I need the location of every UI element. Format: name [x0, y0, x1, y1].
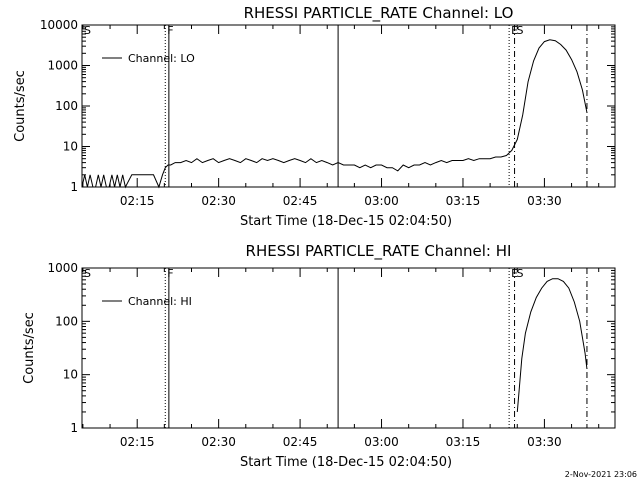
x-tick-label: 03:00 — [364, 194, 399, 208]
chart-panel-hi — [81, 267, 616, 429]
x-tick-label: 03:30 — [527, 435, 562, 449]
x-tick-label: 03:15 — [446, 435, 481, 449]
y-axis-label: Counts/sec — [22, 312, 37, 384]
y-tick-label: 10000 — [40, 18, 78, 32]
x-tick-label: 02:45 — [283, 435, 318, 449]
chart-title: RHESSI PARTICLE_RATE Channel: LO — [244, 4, 514, 23]
event-marker-label: S — [84, 24, 91, 37]
y-tick-label: 100 — [55, 314, 78, 328]
series-line — [516, 278, 588, 412]
y-tick-label: 1 — [70, 180, 78, 194]
x-axis-label: Start Time (18-Dec-15 02:04:50) — [240, 455, 452, 470]
event-marker-label: S — [84, 267, 91, 280]
x-tick-label: 03:15 — [446, 194, 481, 208]
y-tick-label: 1000 — [47, 59, 78, 73]
legend-label: Channel: HI — [128, 295, 192, 308]
x-tick-label: 03:00 — [364, 435, 399, 449]
plot-frame — [81, 267, 616, 429]
y-tick-label: 10 — [63, 368, 78, 382]
y-axis-label: Counts/sec — [13, 70, 28, 142]
legend-label: Channel: LO — [128, 52, 195, 65]
x-tick-label: 02:15 — [120, 435, 155, 449]
series-line — [81, 39, 588, 189]
event-marker-label: E — [511, 24, 518, 37]
event-marker-label: S — [517, 267, 524, 280]
x-tick-label: 02:15 — [120, 194, 155, 208]
x-tick-label: 02:30 — [201, 194, 236, 208]
event-marker-label: E — [511, 267, 518, 280]
plot-frame — [81, 24, 616, 188]
chart-title: RHESSI PARTICLE_RATE Channel: HI — [246, 242, 512, 261]
timestamp: 2-Nov-2021 23:06 — [565, 470, 637, 479]
y-tick-label: 1 — [70, 421, 78, 435]
event-marker-label: S — [517, 24, 524, 37]
y-tick-label: 1000 — [47, 261, 78, 275]
chart-panel-lo — [81, 24, 616, 189]
x-axis-label: Start Time (18-Dec-15 02:04:50) — [240, 214, 452, 229]
x-tick-label: 02:45 — [283, 194, 318, 208]
event-marker-label: F — [167, 267, 173, 280]
y-tick-label: 10 — [63, 140, 78, 154]
y-tick-label: 100 — [55, 99, 78, 113]
x-tick-label: 02:30 — [201, 435, 236, 449]
x-tick-label: 03:30 — [527, 194, 562, 208]
event-marker-label: F — [167, 24, 173, 37]
